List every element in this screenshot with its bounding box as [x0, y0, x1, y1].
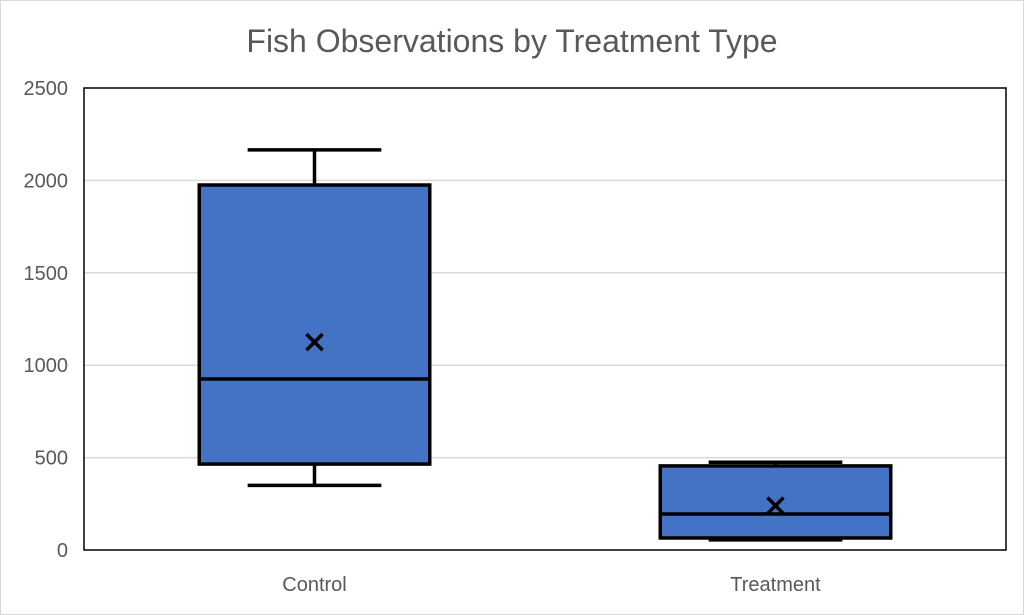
y-tick-label: 2000: [24, 170, 69, 192]
box-series: [197, 148, 893, 542]
mean-marker-stroke: [305, 332, 324, 352]
mean-marker-stroke: [766, 496, 785, 515]
y-tick-label: 500: [35, 448, 68, 470]
interquartile-box: [197, 183, 432, 466]
x-axis-category-labels: Control Treatment: [282, 574, 821, 596]
box-treatment: [658, 460, 893, 542]
x-category-label: Control: [282, 574, 346, 596]
mean-marker: [305, 332, 324, 352]
y-tick-label: 1000: [24, 355, 69, 377]
y-axis-tick-labels: 0 500 1000 1500 2000 2500: [24, 78, 69, 562]
mean-marker: [766, 496, 785, 515]
plot-area-border: [83, 87, 1007, 551]
y-tick-label: 1500: [24, 263, 69, 285]
y-tick-label: 0: [57, 540, 68, 562]
interquartile-box: [658, 464, 893, 540]
y-tick-label: 2500: [24, 78, 69, 100]
chart-title: Fish Observations by Treatment Type: [246, 23, 777, 59]
x-category-label: Treatment: [730, 574, 821, 596]
box-control: [197, 148, 432, 488]
